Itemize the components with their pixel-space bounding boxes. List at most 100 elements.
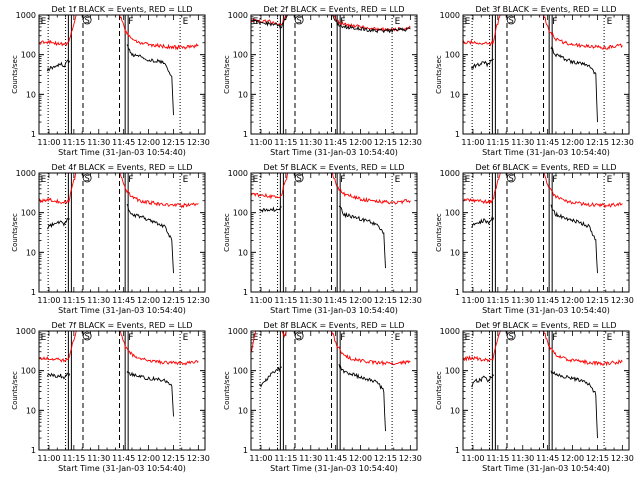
x-tick-label: 12:15 [374,138,397,147]
x-tick-label: 12:30 [399,296,422,305]
x-tick-label: 11:15 [62,454,85,463]
x-tick-label: 11:00 [249,454,272,463]
y-axis-label: Counts/sec [435,213,443,252]
lld-series-line [463,331,623,367]
y-tick-label: 1000 [440,11,460,20]
y-tick-label: 100 [445,51,460,60]
x-tick-label: 12:15 [162,138,185,147]
lld-series-line [39,331,199,366]
panel-frame [38,172,206,293]
series-group [39,331,199,417]
x-tick-label: 12:30 [187,138,210,147]
marker-label-s: S [297,174,302,183]
x-tick-label: 11:15 [486,454,509,463]
x-tick-label: 12:15 [374,296,397,305]
series-group [251,173,411,269]
y-axis-label: Counts/sec [11,55,19,94]
x-axis-label: Start Time (31-Jan-03 10:54:40) [482,306,610,315]
marker-label-s: S [85,174,90,183]
marker-label-e: E [465,333,471,343]
marker-label-s: S [509,174,514,183]
marker-label-s: S [297,332,302,341]
panel-title: Det 3f BLACK = Events, RED = LLD [475,5,616,14]
marker-label-s: S [509,332,514,341]
y-tick-label: 100 [21,367,36,376]
marker-label-e: E [465,17,471,27]
x-axis-label: Start Time (31-Jan-03 10:54:40) [58,306,186,315]
y-tick-label: 100 [233,51,248,60]
marker-label-s: S [509,16,514,25]
lld-series-line [39,173,199,209]
x-tick-label: 12:30 [187,296,210,305]
series-group [463,331,623,439]
marker-label-e: E [41,17,47,27]
x-tick-label: 11:30 [511,296,534,305]
y-tick-label: 10 [238,406,248,415]
y-tick-label: 1 [455,288,460,297]
series-group [39,15,199,116]
series-group [39,173,199,274]
x-tick-label: 12:15 [374,454,397,463]
marker-label-e: E [395,175,401,185]
events-series-line [126,44,174,116]
panel-frame [250,14,418,135]
marker-label-f: F [552,17,557,27]
y-tick-label: 1000 [16,11,36,20]
panel-frame [250,330,418,451]
y-axis-label: Counts/sec [11,213,19,252]
marker-label-e: E [41,333,47,343]
y-tick-label: 10 [238,90,248,99]
events-series-line [550,204,598,274]
marker-label-s: S [85,16,90,25]
x-tick-label: 12:00 [137,138,160,147]
events-series-line [470,58,494,70]
x-tick-label: 11:15 [486,138,509,147]
marker-label-e: E [607,333,613,343]
x-axis-label: Start Time (31-Jan-03 10:54:40) [58,148,186,157]
x-tick-label: 11:30 [87,138,110,147]
lld-series-line [251,15,411,32]
y-tick-label: 100 [21,51,36,60]
events-series-line [471,215,495,228]
panel-title: Det 2f BLACK = Events, RED = LLD [263,5,404,14]
x-tick-label: 11:00 [461,296,484,305]
panel-frame [250,172,418,293]
lld-series-line [463,173,623,209]
y-tick-label: 10 [450,90,460,99]
y-axis-label: Counts/sec [223,55,231,94]
marker-label-e: E [183,17,189,27]
x-tick-label: 11:00 [37,454,60,463]
events-series-line [126,204,174,274]
y-tick-label: 100 [21,209,36,218]
y-tick-label: 100 [445,367,460,376]
x-tick-label: 11:30 [299,454,322,463]
y-tick-label: 100 [445,209,460,218]
detector-panel: Det 5f BLACK = Events, RED = LLD 1 10 100 10… [223,163,422,315]
x-axis-label: Start Time (31-Jan-03 10:54:40) [270,306,398,315]
marker-label-e: E [253,175,259,185]
panel-title: Det 8f BLACK = Events, RED = LLD [263,321,404,330]
y-axis-label: Counts/sec [11,371,19,410]
x-tick-label: 11:15 [274,454,297,463]
marker-label-f: F [552,175,557,185]
marker-label-e: E [253,17,259,27]
marker-label-f: F [340,333,345,343]
x-tick-label: 11:45 [536,296,559,305]
x-tick-label: 11:00 [37,296,60,305]
y-tick-label: 10 [238,248,248,257]
y-tick-label: 100 [233,209,248,218]
events-series-line [338,364,386,432]
panel-frame [462,330,630,451]
y-tick-label: 10 [26,406,36,415]
events-series-line [338,205,386,269]
marker-circle [82,173,92,183]
panel-title: Det 6f BLACK = Events, RED = LLD [475,163,616,172]
series-group [251,15,411,34]
x-tick-label: 11:45 [112,296,135,305]
x-axis-label: Start Time (31-Jan-03 10:54:40) [482,148,610,157]
lld-series-line [39,15,199,51]
marker-circle [506,15,516,25]
panel-title: Det 5f BLACK = Events, RED = LLD [263,163,404,172]
y-tick-label: 1 [243,446,248,455]
